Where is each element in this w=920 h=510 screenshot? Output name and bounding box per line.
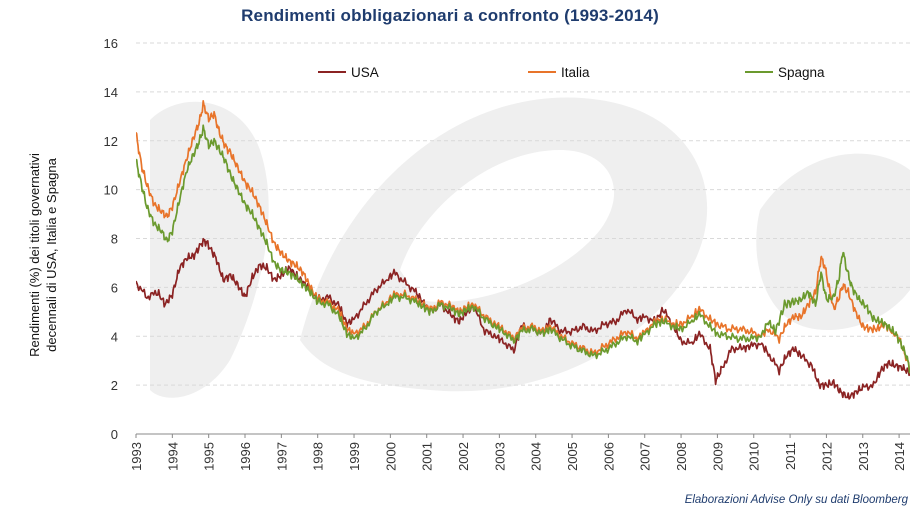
x-tick-label: 2009 xyxy=(710,442,725,471)
y-axis-ticks: 0 2 4 6 8 10 12 14 16 xyxy=(104,36,118,442)
x-tick-label: 2011 xyxy=(783,442,798,470)
y-tick-label: 8 xyxy=(111,232,118,247)
x-tick-label: 2008 xyxy=(674,442,689,471)
legend-label-italia: Italia xyxy=(561,65,590,80)
series-lines xyxy=(136,99,910,400)
grid-lines xyxy=(136,42,910,386)
x-axis: 1993 1994 1995 1996 1997 1998 1999 2000 2001 2002… xyxy=(129,433,910,471)
legend-label-spagna: Spagna xyxy=(778,65,825,80)
y-tick-label: 6 xyxy=(111,280,118,295)
chart-title: Rendimenti obbligazionari a confronto (1… xyxy=(241,6,659,25)
x-tick-label: 2003 xyxy=(492,442,507,471)
x-tick-label: 1998 xyxy=(311,442,326,471)
series-line-italia xyxy=(136,99,910,372)
x-tick-label: 2012 xyxy=(819,442,834,471)
watermark-logo xyxy=(150,97,910,398)
y-tick-label: 16 xyxy=(104,36,118,51)
x-tick-label: 2002 xyxy=(456,442,471,471)
x-tick-label: 2005 xyxy=(565,442,580,471)
x-tick-label: 1994 xyxy=(165,442,180,471)
y-tick-label: 10 xyxy=(104,183,118,198)
x-tick-label: 1996 xyxy=(238,442,253,471)
x-tick-label: 2006 xyxy=(601,442,616,471)
y-tick-label: 2 xyxy=(111,378,118,393)
legend-label-usa: USA xyxy=(351,65,379,80)
x-tick-label: 1997 xyxy=(274,442,289,471)
x-tick-label: 2000 xyxy=(383,442,398,471)
x-tick-label: 1999 xyxy=(347,442,362,471)
source-note: Elaborazioni Advise Only su dati Bloombe… xyxy=(684,494,908,506)
series-line-usa xyxy=(136,237,910,400)
x-tick-label: 2001 xyxy=(420,442,435,471)
y-tick-label: 12 xyxy=(104,134,118,149)
x-tick-label: 1993 xyxy=(129,442,144,471)
x-tick-label: 2004 xyxy=(529,442,544,471)
legend: USA Italia Spagna xyxy=(318,65,825,80)
x-tick-label: 2010 xyxy=(747,442,762,471)
series-line-spagna xyxy=(136,124,910,374)
y-tick-label: 0 xyxy=(111,427,118,442)
x-tick-label: 1995 xyxy=(202,442,217,471)
x-tick-label: 2007 xyxy=(638,442,653,471)
x-tick-label: 2014 xyxy=(892,442,907,471)
x-tick-label: 2013 xyxy=(856,442,871,471)
y-tick-label: 4 xyxy=(111,329,118,344)
y-tick-label: 14 xyxy=(104,85,118,100)
